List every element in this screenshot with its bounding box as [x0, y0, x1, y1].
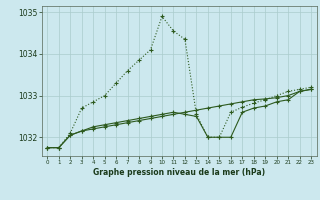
X-axis label: Graphe pression niveau de la mer (hPa): Graphe pression niveau de la mer (hPa) — [93, 168, 265, 177]
